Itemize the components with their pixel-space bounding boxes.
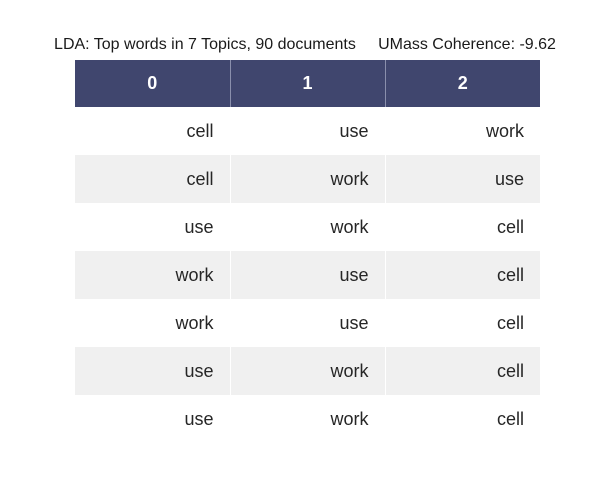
table-cell: use — [75, 203, 230, 251]
table-cell: cell — [384, 203, 540, 251]
column-header-1: 1 — [229, 60, 385, 107]
column-header-0: 0 — [75, 60, 230, 107]
table-row: cell work use — [75, 155, 540, 203]
table-cell: cell — [384, 299, 540, 347]
table-cell: cell — [384, 347, 540, 395]
table-cell: use — [229, 107, 385, 155]
table-cell: use — [75, 347, 230, 395]
table-cell: work — [384, 107, 540, 155]
table-row: use work cell — [75, 203, 540, 251]
table-cell: cell — [75, 155, 230, 203]
table-cell: work — [229, 203, 385, 251]
table-cell: cell — [384, 251, 540, 299]
column-header-2: 2 — [384, 60, 540, 107]
table-cell: cell — [75, 107, 230, 155]
table-cell: work — [75, 299, 230, 347]
table-cell: work — [75, 251, 230, 299]
table-cell: use — [229, 251, 385, 299]
table-cell: work — [229, 347, 385, 395]
table-cell: use — [384, 155, 540, 203]
table-row: work use cell — [75, 299, 540, 347]
table-row: cell use work — [75, 107, 540, 155]
table-cell: work — [229, 155, 385, 203]
table-cell: work — [229, 395, 385, 443]
table-row: work use cell — [75, 251, 540, 299]
table-row: use work cell — [75, 347, 540, 395]
table-cell: cell — [384, 395, 540, 443]
table-row: use work cell — [75, 395, 540, 443]
topic-words-table: 0 1 2 cell use work cell work use use wo… — [75, 60, 540, 443]
table-cell: use — [75, 395, 230, 443]
header-row: 0 1 2 — [75, 60, 540, 107]
table-cell: use — [229, 299, 385, 347]
chart-title: LDA: Top words in 7 Topics, 90 documents… — [54, 36, 556, 53]
